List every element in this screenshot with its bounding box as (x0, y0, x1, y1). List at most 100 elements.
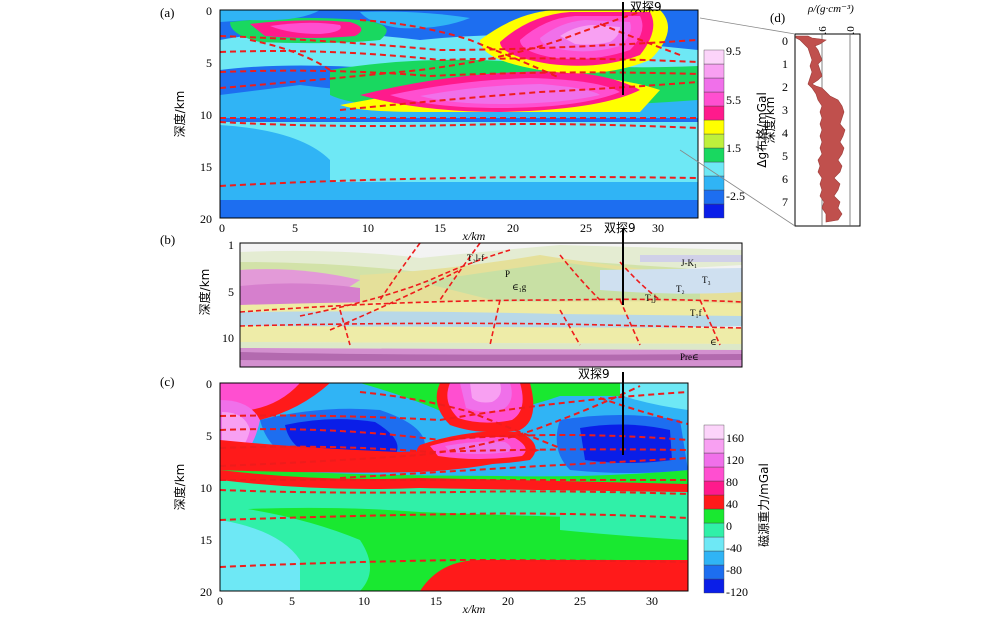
panel-c-colorbar-swatch-5 (703, 508, 725, 524)
panel-d-y-label: 深度/km (762, 97, 777, 144)
panel-a-ytick-3: 15 (200, 160, 212, 174)
stratum-jk1: J-K₁ (681, 258, 697, 268)
panel-d-ytick-5: 5 (782, 149, 788, 163)
panel-a-colorbar-swatch-2 (703, 175, 725, 191)
panel-c-cbar-tick-4: 0 (726, 519, 732, 533)
panel-a-ytick-2: 10 (200, 108, 212, 122)
panel-a-cbar-tick-3: -2.5 (726, 189, 745, 203)
panel-a-colorbar-swatch-5 (703, 133, 725, 149)
panel-d-connector-top (699, 17, 796, 35)
panel-a-ytick-1: 5 (206, 56, 212, 70)
stratum-p: P (505, 269, 510, 279)
panel-c-cbar-tick-5: -40 (726, 541, 742, 555)
panel-c-tag: (c) (160, 374, 174, 389)
panel-c-colorbar-swatch-4 (703, 522, 725, 538)
panel-a-colorbar-swatch-6 (703, 119, 725, 135)
panel-c-colorbar-swatch-8 (703, 466, 725, 482)
panel-c-colorbar-swatch-0 (703, 578, 725, 594)
panel-a-cbar-tick-0: 9.5 (726, 44, 741, 58)
panel-a-x-axis: 0 5 10 15 20 25 30 x/km (219, 221, 664, 243)
panel-c-colorbar-swatch-11 (703, 424, 725, 440)
panel-d-ytick-6: 6 (782, 172, 788, 186)
panel-c-ytick-0: 0 (206, 377, 212, 391)
panel-c-xtick-2: 10 (358, 594, 370, 608)
panel-c-cbar-tick-3: 40 (726, 497, 738, 511)
panel-d-tag: (d) (770, 10, 785, 25)
stratum-t2: T₂ (676, 284, 685, 294)
panel-c-colorbar-swatch-9 (703, 452, 725, 468)
panel-c-magnetic-gravity-field (220, 383, 688, 591)
panel-a-cbar-tick-2: 1.5 (726, 141, 741, 155)
panel-d-ytick-7: 7 (782, 195, 788, 209)
stratum-e1g: ∈₁g (512, 282, 527, 292)
panel-c-colorbar (703, 424, 725, 594)
stratum-t1f: T₁f (690, 308, 702, 318)
panel-b-y-label: 深度/km (197, 269, 212, 316)
panel-c-xtick-0: 0 (217, 594, 223, 608)
panel-c-xtick-4: 20 (502, 594, 514, 608)
panel-c-cbar-tick-2: 80 (726, 475, 738, 489)
panel-c-colorbar-swatch-2 (703, 550, 725, 566)
panel-c-colorbar-swatch-3 (703, 536, 725, 552)
panel-a-xtick-6: 30 (652, 221, 664, 235)
panel-a-colorbar-swatch-4 (703, 147, 725, 163)
panel-a-colorbar-swatch-11 (703, 49, 725, 65)
panel-d-ytick-0: 0 (782, 34, 788, 48)
panel-a-colorbar-swatch-0 (703, 203, 725, 219)
panel-a-frame (219, 9, 699, 219)
panel-b-well-label: 双探9 (604, 221, 636, 235)
panel-c: (c) (160, 367, 771, 616)
panel-c-colorbar-swatch-7 (703, 480, 725, 496)
panel-a-tag: (a) (160, 5, 174, 20)
panel-c-well-label: 双探9 (578, 367, 610, 381)
panel-a-y-label: 深度/km (172, 91, 187, 138)
panel-a-xtick-1: 5 (292, 221, 298, 235)
panel-c-x-label: x/km (462, 602, 486, 616)
panel-b: (b) (160, 221, 743, 368)
panel-a-colorbar-swatch-8 (703, 91, 725, 107)
panel-c-ytick-4: 20 (200, 585, 212, 599)
panel-a: (a) (160, 0, 769, 243)
panel-a-colorbar-label: Δg布格/mGal (754, 92, 769, 168)
panel-c-colorbar-swatch-10 (703, 438, 725, 454)
panel-d: (d) ρ/(g·cm⁻³) 2.6 3.0 0 1 2 3 4 5 6 7 深… (679, 3, 861, 227)
panel-a-colorbar-swatch-10 (703, 63, 725, 79)
panel-a-colorbar-swatch-3 (703, 161, 725, 177)
panel-a-x-label: x/km (462, 229, 486, 243)
panel-b-ytick-2: 10 (222, 331, 234, 345)
panel-a-xtick-0: 0 (219, 221, 225, 235)
panel-a-colorbar-swatch-7 (703, 105, 725, 121)
panel-c-y-axis: 0 5 10 15 20 深度/km (172, 377, 212, 599)
panel-c-cbar-tick-7: -120 (726, 585, 748, 599)
stratum-t3: T₃ (702, 275, 711, 285)
panel-a-y-axis: 0 5 10 15 20 深度/km (172, 4, 212, 226)
panel-d-ytick-4: 4 (782, 126, 788, 140)
panel-a-xtick-3: 15 (434, 221, 446, 235)
panel-d-ytick-2: 2 (782, 80, 788, 94)
panel-c-ytick-3: 15 (200, 533, 212, 547)
stratum-cambrian: ∈ (710, 337, 717, 347)
panel-b-tag: (b) (160, 232, 175, 247)
panel-a-ytick-0: 0 (206, 4, 212, 18)
stratum-t2lf: T₂l-f (467, 253, 484, 263)
panel-c-frame (219, 382, 689, 592)
panel-c-colorbar-label: 磁源重力/mGal (756, 463, 771, 547)
panel-c-xtick-6: 30 (646, 594, 658, 608)
panel-b-seismic-section (240, 243, 742, 367)
panel-c-ytick-2: 10 (200, 481, 212, 495)
panel-c-xtick-5: 25 (574, 594, 586, 608)
panel-a-xtick-4: 20 (507, 221, 519, 235)
panel-a-colorbar (703, 49, 725, 219)
panel-d-ytick-1: 1 (782, 57, 788, 71)
stratum-precambrian: Pre∈ (680, 352, 699, 362)
stratum-t1j: T₁j (645, 293, 656, 303)
panel-c-cbar-tick-1: 120 (726, 453, 744, 467)
panel-a-cbar-tick-1: 5.5 (726, 93, 741, 107)
panel-c-x-axis: 0 5 10 15 20 25 30 x/km (217, 594, 658, 616)
panel-c-xtick-1: 5 (289, 594, 295, 608)
panel-b-frame (239, 242, 743, 368)
panel-c-colorbar-swatch-1 (703, 564, 725, 580)
panel-a-colorbar-swatch-1 (703, 189, 725, 205)
panel-d-ytick-3: 3 (782, 103, 788, 117)
